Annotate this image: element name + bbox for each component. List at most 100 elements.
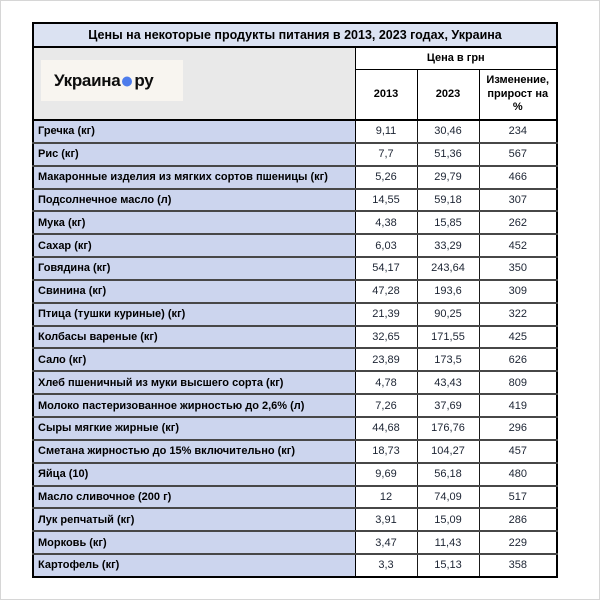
table-row: Сало (кг) 23,89 173,5 626 [33, 347, 558, 372]
value-cell: 104,27 [416, 438, 479, 463]
value-cell: 3,47 [354, 530, 417, 555]
value-cell: 44,68 [354, 415, 417, 440]
value-cell: 567 [478, 141, 558, 166]
product-name-cell: Сало (кг) [33, 347, 356, 372]
price-table: Цены на некоторые продукты питания в 201… [32, 22, 559, 578]
value-cell: 296 [478, 415, 558, 440]
product-name-cell: Мука (кг) [33, 210, 356, 235]
header-row-1: Украина ру Цена в грн [33, 47, 558, 121]
product-name-cell: Подсолнечное масло (л) [33, 187, 356, 212]
price-unit-header: Цена в грн [355, 47, 558, 70]
value-cell: 171,55 [416, 324, 479, 349]
ukraina-ru-logo: Украина ру [41, 60, 183, 101]
table-row: Рис (кг) 7,7 51,36 567 [33, 141, 558, 166]
value-cell: 47,28 [354, 278, 417, 303]
value-cell: 54,17 [354, 256, 417, 280]
value-cell: 5,26 [354, 164, 417, 189]
value-cell: 37,69 [416, 393, 479, 417]
product-name-cell: Картофель (кг) [33, 553, 356, 577]
table-row: Молоко пастеризованное жирностью до 2,6%… [33, 393, 558, 417]
header-row-2: 2013 2023 Изменение, прирост на % [33, 69, 558, 121]
product-name-cell: Макаронные изделия из мягких сортов пшен… [33, 164, 356, 189]
value-cell: 480 [478, 461, 558, 486]
product-name-cell: Говядина (кг) [33, 256, 356, 280]
value-cell: 12 [354, 484, 417, 509]
value-cell: 9,69 [354, 461, 417, 486]
value-cell: 229 [478, 530, 558, 555]
value-cell: 15,09 [416, 507, 479, 532]
product-name-cell: Сыры мягкие жирные (кг) [33, 415, 356, 440]
table-row: Подсолнечное масло (л) 14,55 59,18 307 [33, 187, 558, 212]
value-cell: 517 [478, 484, 558, 509]
logo-part2: ру [134, 70, 154, 90]
value-cell: 626 [478, 347, 558, 372]
value-cell: 7,7 [354, 141, 417, 166]
product-name-cell: Свинина (кг) [33, 278, 356, 303]
value-cell: 33,29 [416, 233, 479, 258]
column-header-change: Изменение, прирост на % [478, 69, 558, 121]
table-row: Сметана жирностью до 15% включительно (к… [33, 438, 558, 463]
value-cell: 4,38 [354, 210, 417, 235]
value-cell: 32,65 [354, 324, 417, 349]
value-cell: 262 [478, 210, 558, 235]
value-cell: 466 [478, 164, 558, 189]
value-cell: 59,18 [416, 187, 479, 212]
value-cell: 90,25 [416, 301, 479, 326]
table-row: Свинина (кг) 47,28 193,6 309 [33, 278, 558, 303]
table-row: Хлеб пшеничный из муки высшего сорта (кг… [33, 370, 558, 395]
value-cell: 809 [478, 370, 558, 395]
product-name-cell: Рис (кг) [33, 141, 356, 166]
value-cell: 358 [478, 553, 558, 577]
product-name-cell: Птица (тушки куриные) (кг) [33, 301, 356, 326]
table-row: Колбасы вареные (кг) 32,65 171,55 425 [33, 324, 558, 349]
value-cell: 23,89 [354, 347, 417, 372]
value-cell: 234 [478, 120, 558, 143]
value-cell: 74,09 [416, 484, 479, 509]
table-title: Цены на некоторые продукты питания в 201… [33, 23, 558, 48]
table-row: Яйца (10) 9,69 56,18 480 [33, 461, 558, 486]
value-cell: 21,39 [354, 301, 417, 326]
table-row: Птица (тушки куриные) (кг) 21,39 90,25 322 [33, 301, 558, 326]
title-row: Цены на некоторые продукты питания в 201… [33, 23, 558, 48]
value-cell: 14,55 [354, 187, 417, 212]
product-name-cell: Колбасы вареные (кг) [33, 324, 356, 349]
product-name-cell: Сметана жирностью до 15% включительно (к… [33, 438, 356, 463]
table-row: Говядина (кг) 54,17 243,64 350 [33, 256, 558, 280]
value-cell: 29,79 [416, 164, 479, 189]
value-cell: 6,03 [354, 233, 417, 258]
logo-cell: Украина ру [33, 47, 356, 121]
product-name-cell: Яйца (10) [33, 461, 356, 486]
value-cell: 307 [478, 187, 558, 212]
value-cell: 243,64 [416, 256, 479, 280]
value-cell: 425 [478, 324, 558, 349]
logo-text: Украина ру [54, 70, 154, 91]
value-cell: 176,76 [416, 415, 479, 440]
product-name-cell: Морковь (кг) [33, 530, 356, 555]
logo-dot-icon [122, 76, 133, 86]
value-cell: 173,5 [416, 347, 479, 372]
value-cell: 419 [478, 393, 558, 417]
product-name-cell: Хлеб пшеничный из муки высшего сорта (кг… [33, 370, 356, 395]
table-row: Сахар (кг) 6,03 33,29 452 [33, 233, 558, 258]
value-cell: 4,78 [354, 370, 417, 395]
product-name-cell: Молоко пастеризованное жирностью до 2,6%… [33, 393, 356, 417]
value-cell: 18,73 [354, 438, 417, 463]
value-cell: 286 [478, 507, 558, 532]
value-cell: 350 [478, 256, 558, 280]
value-cell: 51,36 [416, 141, 479, 166]
table-row: Картофель (кг) 3,3 15,13 358 [33, 553, 558, 577]
value-cell: 457 [478, 438, 558, 463]
value-cell: 3,91 [354, 507, 417, 532]
table-row: Морковь (кг) 3,47 11,43 229 [33, 530, 558, 555]
value-cell: 11,43 [416, 530, 479, 555]
logo-part1: Украина [54, 70, 121, 90]
product-name-cell: Масло сливочное (200 г) [33, 484, 356, 509]
table-row: Макаронные изделия из мягких сортов пшен… [33, 164, 558, 189]
value-cell: 309 [478, 278, 558, 303]
value-cell: 3,3 [354, 553, 417, 577]
table-row: Мука (кг) 4,38 15,85 262 [33, 210, 558, 235]
value-cell: 15,13 [416, 553, 479, 577]
table-row: Масло сливочное (200 г) 12 74,09 517 [33, 484, 558, 509]
value-cell: 9,11 [354, 120, 417, 143]
